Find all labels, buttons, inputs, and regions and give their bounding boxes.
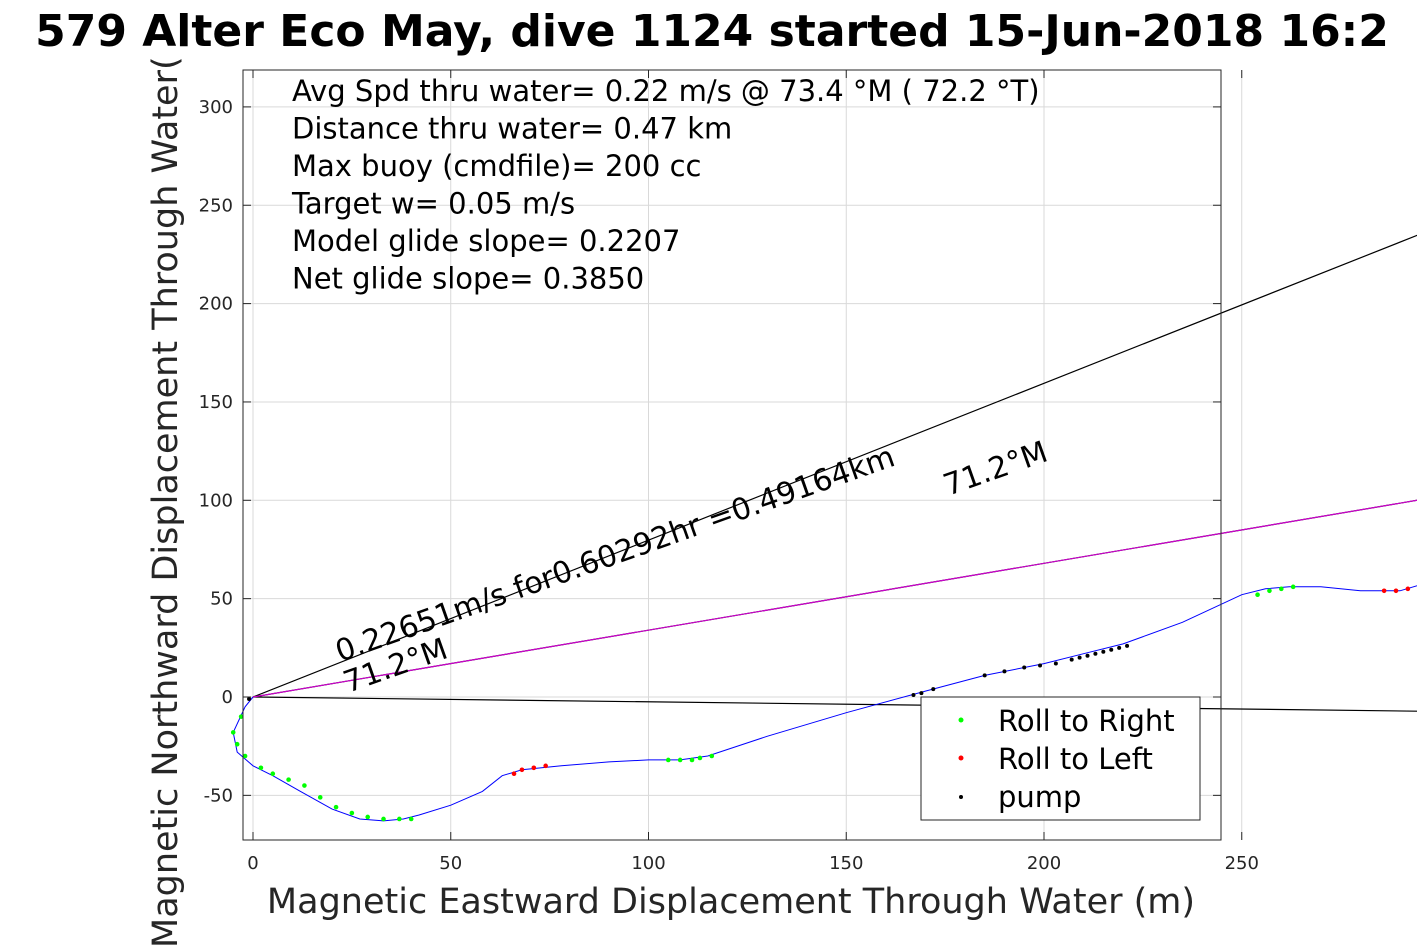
stats-annotation-line: Avg Spd thru water= 0.22 m/s @ 73.4 °M (… [292, 74, 1040, 108]
stats-annotation-line: Target w= 0.05 m/s [291, 187, 575, 221]
reference-line [252, 696, 1417, 712]
legend: Roll to Right Roll to Left pump [920, 696, 1201, 821]
pump-marker [1069, 657, 1074, 662]
stats-annotation-line: Net glide slope= 0.3850 [292, 262, 644, 296]
legend-marker-pump [959, 795, 963, 799]
roll-left-marker [1393, 588, 1399, 594]
roll-right-marker [665, 757, 671, 763]
roll-right-marker [381, 816, 386, 822]
stats-annotation-line: Distance thru water= 0.47 km [292, 112, 732, 146]
pump-marker [1022, 665, 1027, 670]
x-tick-label: 150 [829, 853, 863, 874]
x-tick-label: 50 [439, 853, 462, 874]
roll-left-marker [519, 767, 525, 773]
pump-marker [1093, 651, 1098, 656]
reference-lines [252, 234, 1417, 712]
legend-label-pump: pump [998, 780, 1081, 814]
pump-marker [1085, 653, 1090, 658]
legend-marker-roll-right [958, 717, 964, 723]
roll-right-marker [317, 795, 323, 800]
roll-right-marker [270, 771, 276, 777]
roll-right-marker [1267, 588, 1272, 594]
y-tick-label: 200 [199, 294, 233, 315]
x-tick-label: 250 [1225, 853, 1259, 874]
reference-line [252, 499, 1417, 698]
pump-marker [911, 693, 916, 698]
marker-layer [230, 584, 1411, 822]
pump-marker [1038, 663, 1043, 668]
roll-right-marker [365, 814, 370, 820]
pump-marker [1002, 669, 1007, 674]
heading-label-upper: 71.2°M [939, 435, 1052, 504]
net-speed-label: 0.22651m/s for0.60292hr =0.49164km [331, 439, 899, 669]
roll-left-marker [543, 763, 548, 769]
reference-line [252, 234, 1417, 698]
roll-right-marker [349, 810, 355, 816]
pump-marker [1053, 661, 1058, 666]
roll-right-marker [709, 753, 715, 759]
stats-annotation-line: Max buoy (cmdfile)= 200 cc [292, 149, 701, 183]
chart-title: 579 Alter Eco May, dive 1124 started 15-… [35, 6, 1389, 57]
legend-box [920, 696, 1201, 821]
roll-right-marker [286, 777, 291, 782]
tick-layer: 050100150200250300350400450-500501001502… [199, 70, 1259, 874]
plot-frame [242, 69, 1222, 841]
x-tick-label: 100 [631, 853, 665, 874]
x-tick-label: 0 [247, 853, 258, 874]
legend-label-roll-left: Roll to Left [998, 742, 1153, 776]
y-tick-label: 0 [222, 687, 233, 708]
pump-marker [1117, 645, 1122, 650]
roll-right-marker [234, 741, 240, 747]
roll-right-marker [238, 714, 244, 719]
pump-marker [1077, 655, 1082, 660]
y-tick-label: 50 [210, 589, 233, 610]
pump-marker [982, 673, 987, 678]
roll-right-marker [677, 757, 683, 763]
pump-marker [247, 696, 252, 701]
y-axis-label: Magnetic Northward Displacement Through … [146, 56, 186, 945]
roll-left-marker [511, 771, 517, 777]
roll-right-marker [1279, 586, 1284, 592]
stats-annotations: Avg Spd thru water= 0.22 m/s @ 73.4 °M (… [291, 74, 1040, 296]
roll-right-marker [689, 757, 695, 763]
pump-marker [1109, 647, 1114, 652]
roll-right-marker [408, 816, 414, 822]
roll-left-marker [1405, 586, 1411, 592]
roll-right-marker [697, 755, 703, 761]
y-tick-label: 100 [199, 490, 233, 511]
roll-right-marker [242, 753, 248, 759]
roll-right-marker [397, 816, 402, 822]
y-tick-label: 300 [199, 97, 233, 118]
roll-right-marker [258, 765, 264, 771]
roll-right-marker [230, 730, 236, 735]
grid-layer [243, 70, 1243, 840]
roll-right-marker [1255, 592, 1260, 598]
roll-right-marker [333, 804, 339, 810]
y-tick-label: 150 [199, 392, 233, 413]
legend-marker-roll-left [958, 755, 964, 761]
glider-track-line [232, 585, 1417, 822]
y-tick-label: 250 [199, 195, 233, 216]
roll-right-marker [1290, 584, 1296, 590]
y-tick-label: -50 [204, 785, 233, 806]
track-layer [232, 585, 1417, 822]
legend-label-roll-right: Roll to Right [998, 704, 1175, 738]
pump-marker [931, 687, 936, 692]
pump-marker [919, 691, 924, 696]
roll-left-marker [531, 765, 537, 771]
roll-right-marker [302, 783, 307, 788]
x-axis-label: Magnetic Eastward Displacement Through W… [267, 882, 1195, 922]
x-tick-label: 200 [1027, 853, 1061, 874]
pump-marker [1101, 649, 1106, 654]
pump-marker [1125, 643, 1130, 648]
stats-annotation-line: Model glide slope= 0.2207 [292, 224, 680, 258]
roll-left-marker [1381, 588, 1387, 594]
